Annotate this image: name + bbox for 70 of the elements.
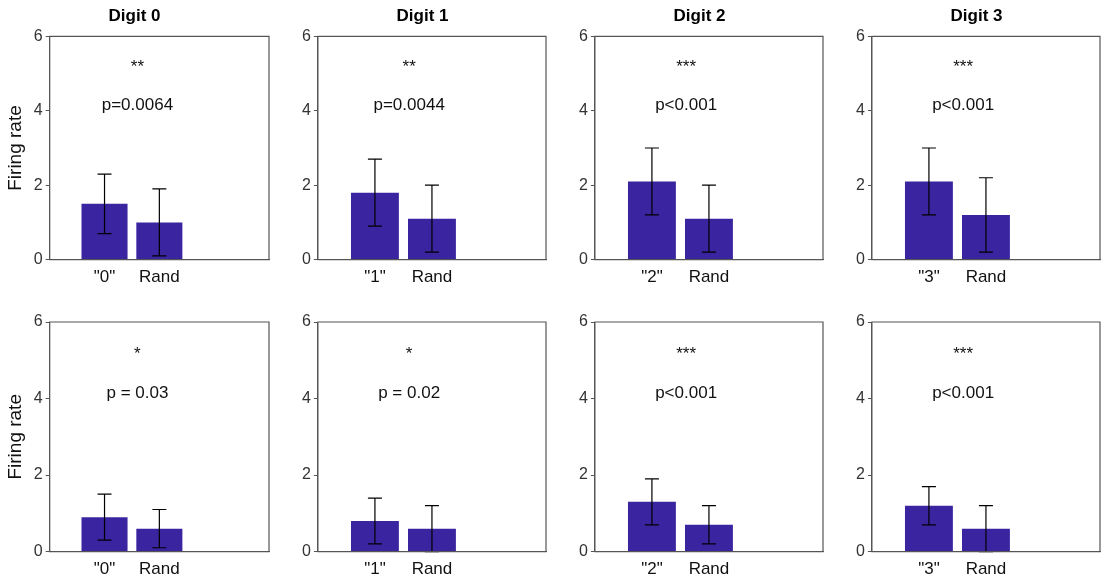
annotation: *** <box>676 343 697 363</box>
annotation: *** <box>676 57 697 77</box>
x-tick-label: "2" <box>641 559 663 579</box>
x-tick-label: Rand <box>688 559 730 579</box>
annotation: p<0.001 <box>932 382 995 402</box>
x-tick-label: Rand <box>965 559 1007 579</box>
y-tick-label: 6 <box>578 26 588 44</box>
x-tick-label: "3" <box>918 267 940 287</box>
x-tick-label: "1" <box>364 267 386 287</box>
x-tick-label: Rand <box>965 267 1007 287</box>
annotation: p=0.0064 <box>101 95 174 115</box>
annotation: p<0.001 <box>655 95 718 115</box>
x-tick-label: "1" <box>364 559 386 579</box>
annotation: p<0.001 <box>932 95 995 115</box>
annotation: * <box>134 343 142 363</box>
chart-title: Digit 3 <box>950 5 1003 25</box>
annotation: *** <box>953 343 974 363</box>
annotation: ** <box>402 57 417 77</box>
x-tick-label: "0" <box>93 559 116 579</box>
y-tick-label: 2 <box>33 465 43 483</box>
y-tick-label: 4 <box>578 101 588 119</box>
y-tick-label: 2 <box>578 175 588 193</box>
annotation: p = 0.03 <box>106 382 169 402</box>
y-tick-label: 0 <box>578 542 588 560</box>
y-tick-label: 6 <box>855 312 865 330</box>
x-tick-label: Rand <box>411 559 453 579</box>
annotation: *** <box>953 57 974 77</box>
x-tick-label: Rand <box>411 267 453 287</box>
y-tick-label: 4 <box>33 388 43 406</box>
annotation: * <box>405 343 413 363</box>
chart-title: Digit 1 <box>396 5 449 25</box>
y-tick-label: 6 <box>578 312 588 330</box>
y-tick-label: 4 <box>855 101 865 119</box>
y-tick-label: 0 <box>855 250 865 268</box>
y-tick-label: 4 <box>301 101 311 119</box>
annotation: p = 0.02 <box>378 382 441 402</box>
y-tick-label: 0 <box>33 250 43 268</box>
x-tick-label: "0" <box>93 267 116 287</box>
y-axis-title: Firing rate <box>3 105 25 191</box>
x-tick-label: Rand <box>139 267 180 287</box>
y-tick-label: 4 <box>33 101 43 119</box>
y-tick-label: 2 <box>33 175 43 193</box>
y-tick-label: 6 <box>301 312 311 330</box>
y-tick-label: 2 <box>855 465 865 483</box>
y-tick-label: 6 <box>33 26 43 44</box>
y-tick-label: 6 <box>33 312 43 330</box>
y-tick-label: 0 <box>578 250 588 268</box>
annotation: p<0.001 <box>655 382 718 402</box>
y-tick-label: 6 <box>855 26 865 44</box>
annotation: ** <box>130 57 145 77</box>
y-tick-label: 2 <box>301 175 311 193</box>
x-tick-label: "2" <box>641 267 663 287</box>
y-tick-label: 0 <box>33 542 43 560</box>
x-tick-label: Rand <box>688 267 730 287</box>
y-tick-label: 2 <box>855 175 865 193</box>
y-tick-label: 6 <box>301 26 311 44</box>
y-tick-label: 0 <box>301 542 311 560</box>
y-tick-label: 4 <box>301 388 311 406</box>
chart-title: Digit 2 <box>673 5 726 25</box>
y-tick-label: 0 <box>301 250 311 268</box>
y-tick-label: 0 <box>855 542 865 560</box>
x-tick-label: Rand <box>139 559 180 579</box>
chart-title: Digit 0 <box>108 5 161 25</box>
x-tick-label: "3" <box>918 559 940 579</box>
y-axis-title: Firing rate <box>3 394 25 480</box>
y-tick-label: 2 <box>578 465 588 483</box>
y-tick-label: 2 <box>301 465 311 483</box>
y-tick-label: 4 <box>578 388 588 406</box>
y-tick-label: 4 <box>855 388 865 406</box>
annotation: p=0.0044 <box>373 95 445 115</box>
